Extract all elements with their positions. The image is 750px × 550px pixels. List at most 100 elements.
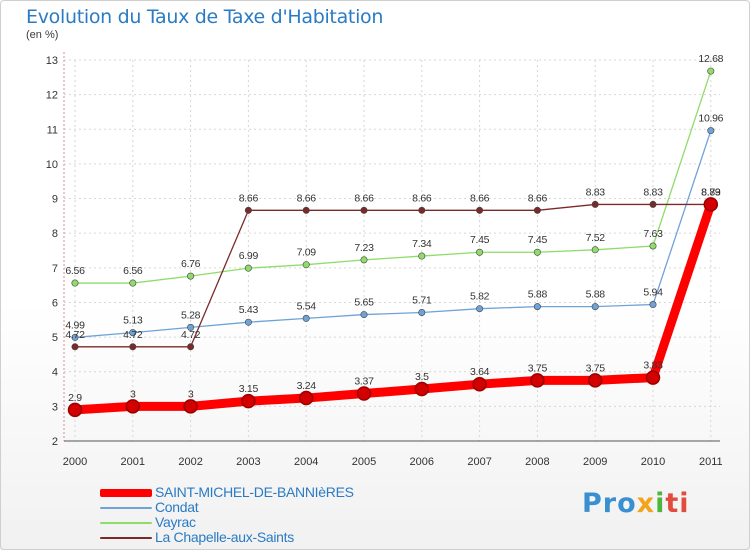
data-label: 4.72 [123, 329, 143, 341]
data-point [645, 370, 661, 385]
series-line [70, 199, 716, 415]
data-label: 8.83 [643, 186, 663, 198]
data-point [71, 343, 79, 351]
data-label: 8.66 [354, 192, 374, 204]
data-point [71, 279, 79, 287]
x-tick-label: 2011 [699, 456, 723, 468]
data-point [360, 311, 368, 319]
data-label: 5.65 [354, 297, 374, 309]
x-tick-label: 2002 [178, 456, 202, 468]
data-label: 3.24 [297, 380, 317, 392]
data-point [703, 197, 719, 212]
data-point [241, 393, 256, 409]
y-tick-label: 11 [47, 124, 58, 136]
data-label: 3.64 [470, 366, 490, 378]
data-label: 12.68 [698, 53, 723, 65]
data-label: 6.56 [123, 265, 143, 277]
data-label: 5.88 [586, 289, 606, 301]
data-point [418, 252, 426, 260]
x-tick-label: 2003 [236, 456, 260, 468]
data-point [71, 333, 79, 341]
data-point [476, 206, 484, 214]
data-label: 3.15 [239, 383, 259, 395]
logo-text-2: x [636, 488, 656, 519]
y-tick-label: 3 [52, 401, 58, 413]
data-label: 3 [130, 388, 136, 400]
data-point [476, 305, 484, 313]
data-label: 7.63 [643, 228, 663, 240]
data-point [302, 206, 310, 214]
data-label: 4.99 [65, 319, 85, 331]
data-label: 10.96 [698, 113, 723, 125]
data-point [591, 303, 599, 311]
y-tick-label: 10 [46, 159, 58, 171]
data-label: 7.45 [528, 234, 548, 246]
data-label: 5.43 [239, 304, 259, 316]
data-point [125, 399, 141, 414]
x-tick-label: 2010 [641, 456, 665, 468]
axes: 2 3 4 5 6 7 8 9 10 11 12 13 2000 2001 2002 2003 2004 2005… [46, 52, 723, 468]
data-point [187, 323, 195, 331]
data-labels: 2.9 3 3 3.15 3.24 3.37 3.5 3.64 3.75 3.75 3.83 8.83… [65, 53, 724, 404]
y-tick-label: 13 [46, 55, 58, 67]
data-point [302, 314, 310, 322]
y-tick-label: 8 [52, 228, 58, 240]
data-label: 5.94 [643, 287, 663, 299]
series-line [74, 70, 712, 284]
legend-swatch [100, 507, 152, 509]
legend-label: La Chapelle-aux-Saints [155, 529, 294, 545]
data-point [707, 67, 715, 75]
y-tick-label: 4 [52, 367, 58, 379]
x-tick-label: 2001 [121, 456, 145, 468]
x-tick-label: 2009 [583, 456, 607, 468]
data-label: 3.5 [415, 371, 429, 383]
data-point [187, 272, 195, 280]
data-point [67, 402, 83, 418]
data-label: 6.99 [239, 250, 259, 262]
y-tick-label: 9 [52, 194, 58, 206]
data-label: 3.37 [354, 376, 374, 388]
y-tick-label: 12 [46, 90, 58, 102]
data-point [302, 261, 310, 269]
data-point [187, 343, 195, 351]
data-point [244, 318, 252, 326]
logo-text-4: ti [665, 488, 690, 519]
data-point [418, 206, 426, 214]
y-tick-label: 2 [52, 436, 58, 448]
data-label: 7.34 [412, 238, 432, 250]
data-point [533, 303, 541, 311]
data-point [649, 301, 657, 309]
data-label: 7.45 [470, 234, 490, 246]
series-line [74, 130, 712, 339]
series [67, 67, 719, 418]
data-label: 5.82 [470, 291, 490, 303]
data-label: 2.9 [68, 392, 82, 404]
x-tick-label: 2006 [410, 456, 434, 468]
chart-title: Evolution du Taux de Taxe d'Habitation [26, 6, 384, 28]
data-point [356, 386, 372, 401]
data-point [360, 256, 368, 264]
data-point [591, 246, 599, 254]
data-label: 8.83 [586, 186, 606, 198]
x-tick-label: 2005 [352, 456, 376, 468]
data-point [183, 399, 198, 414]
data-label: 6.56 [65, 265, 85, 277]
x-tick-label: 2007 [467, 456, 491, 468]
data-point [587, 373, 603, 388]
x-tick-label: 2000 [63, 456, 87, 468]
data-point [476, 248, 484, 256]
data-label: 4.72 [65, 329, 85, 341]
data-point [360, 206, 368, 214]
x-tick-label: 2004 [294, 456, 318, 468]
legend-swatch [100, 522, 152, 524]
data-label: 3.75 [586, 362, 606, 374]
data-label: 3.75 [528, 362, 548, 374]
data-point [418, 308, 426, 316]
data-label: 5.13 [123, 315, 143, 327]
legend-swatch [100, 489, 152, 497]
data-label: 3.83 [643, 360, 663, 372]
data-label: 8.66 [412, 192, 432, 204]
data-label: 7.09 [297, 247, 317, 259]
data-label: 7.52 [586, 232, 606, 244]
